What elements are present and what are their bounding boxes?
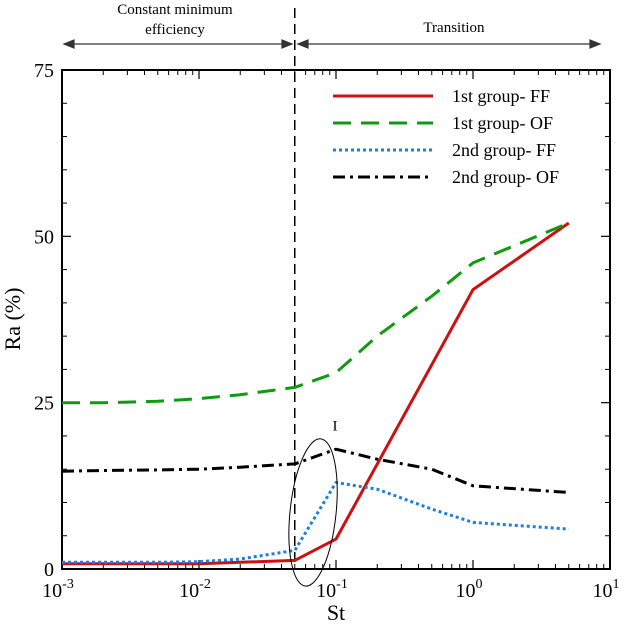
x-tick-label-exponent: 0: [476, 577, 483, 592]
y-tick-label: 0: [44, 559, 54, 581]
x-tick-label-base: 10: [316, 580, 336, 602]
region-left-arrow: [62, 39, 294, 49]
series-line-2: [62, 221, 570, 405]
x-tick-label-base: 10: [42, 580, 62, 602]
annotation-label: I: [333, 418, 338, 434]
legend-label-4: 2nd group- OF: [452, 167, 559, 187]
region-right-label: Transition: [423, 20, 485, 36]
x-tick-label: 10-2: [179, 577, 211, 602]
legend: 1st group- FF 1st group- OF 2nd group- FF 2…: [333, 86, 559, 187]
x-tick-label-exponent: -3: [62, 577, 74, 592]
axis-ticks: [61, 69, 611, 570]
x-tick-label: 100: [456, 577, 483, 602]
series-line-3: [62, 481, 569, 564]
legend-label-1: 1st group- FF: [452, 86, 550, 106]
series-layer: [61, 221, 570, 566]
y-axis-title: Ra (%): [0, 288, 25, 351]
annotation-ellipse: [288, 438, 338, 587]
x-tick-label-base: 10: [593, 580, 613, 602]
y-tick-label: 75: [34, 60, 54, 82]
x-tick-label-base: 10: [456, 580, 476, 602]
x-axis-title: St: [327, 600, 345, 625]
region-left-label-line1: Constant minimum: [117, 2, 233, 18]
region-left-label-line2: efficiency: [145, 22, 205, 38]
legend-label-3: 2nd group- FF: [452, 140, 556, 160]
x-tick-label: 10-3: [42, 577, 74, 602]
x-tick-label: 10-1: [316, 577, 348, 602]
x-tick-label-exponent: -1: [336, 577, 348, 592]
series-line-1: [62, 221, 570, 566]
series-line-4: [61, 447, 569, 494]
region-right-arrow: [296, 39, 602, 49]
x-tick-label-exponent: -2: [199, 577, 211, 592]
x-tick-label: 101: [593, 577, 620, 602]
x-tick-label-exponent: 1: [613, 577, 620, 592]
x-tick-label-base: 10: [179, 580, 199, 602]
y-tick-label: 50: [34, 226, 54, 248]
legend-label-2: 1st group- OF: [452, 113, 553, 133]
y-tick-label: 25: [34, 393, 54, 415]
